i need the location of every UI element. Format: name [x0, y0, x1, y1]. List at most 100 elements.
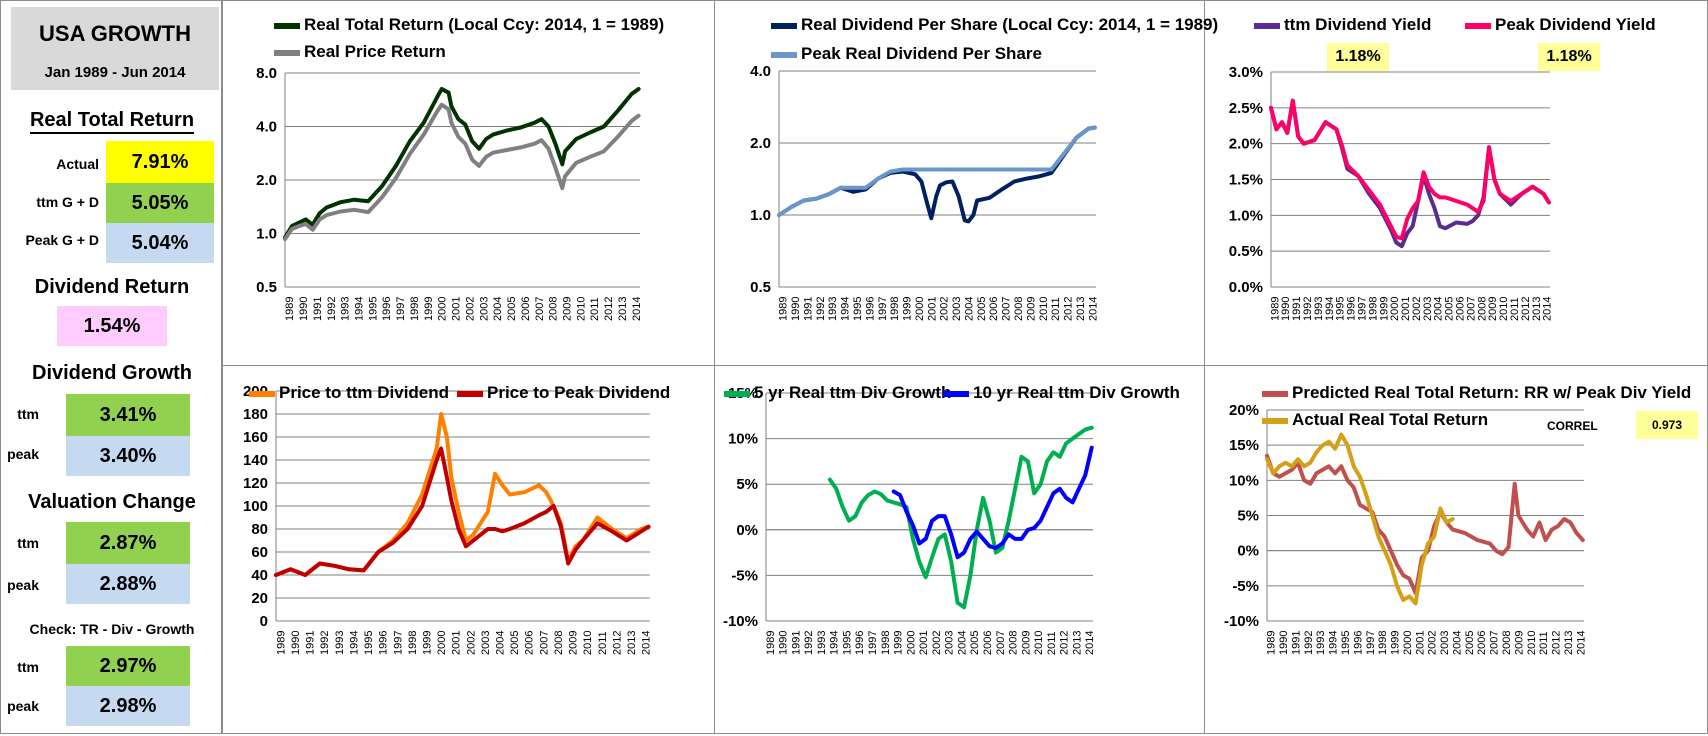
legend-label: Price to ttm Dividend [279, 383, 450, 402]
x-tick-label: 1990 [298, 297, 310, 321]
peak-gd-label: Peak G + D [25, 232, 99, 248]
x-tick-label: 2007 [1465, 297, 1477, 321]
x-tick-label: 1989 [284, 297, 296, 321]
x-tick-label: 2005 [969, 631, 981, 655]
x-tick-label: 1996 [864, 297, 876, 321]
x-tick-label: 2010 [1033, 631, 1045, 655]
x-tick-label: 1989 [765, 631, 777, 655]
summary-panel: USA GROWTH Jan 1989 - Jun 2014 Real Tota… [0, 0, 222, 734]
legend-label: Peak Dividend Yield [1495, 15, 1656, 34]
x-tick-label: 1993 [827, 297, 839, 321]
legend-swatch [274, 22, 300, 29]
x-tick-label: 1991 [1291, 297, 1303, 321]
chart-svg: -10%-5%0%5%10%15%19891990199119921993199… [723, 385, 1096, 655]
y-tick-label: 120 [243, 475, 268, 492]
y-tick-label: 40 [251, 567, 268, 584]
x-tick-label: 1997 [1356, 297, 1368, 321]
x-tick-label: 1994 [353, 297, 365, 321]
y-tick-label: 0.0% [1229, 279, 1263, 296]
series-line [1265, 453, 1585, 595]
x-tick-label: 2010 [582, 631, 594, 655]
x-tick-label: 2014 [1084, 631, 1096, 655]
x-tick-label: 2006 [982, 631, 994, 655]
actual-label: Actual [56, 156, 99, 172]
x-tick-label: 1998 [409, 297, 421, 321]
x-tick-label: 2012 [1063, 297, 1075, 321]
x-tick-label: 2011 [1046, 631, 1058, 655]
x-tick-label: 2011 [597, 631, 609, 655]
vc-peak-label: peak [7, 577, 39, 593]
chart-svg: -10% -5% 0% 5% 10% 15% 20% 1989 1990 1991 1992 1993… [1224, 402, 1587, 655]
legend-swatch [724, 390, 750, 397]
series-line [274, 412, 651, 577]
x-tick-label: 2003 [951, 297, 963, 321]
y-tick-label: 140 [243, 452, 268, 469]
legend-label: Price to Peak Dividend [487, 383, 671, 402]
y-tick-label: 10% [728, 431, 758, 448]
series-line [777, 125, 1097, 217]
ck-peak-value: 2.98% [66, 686, 190, 726]
y-tick-label: 1.0% [1229, 207, 1263, 224]
x-tick-label: 2000 [1389, 297, 1401, 321]
y-tick-label: 8.0 [256, 65, 277, 82]
x-tick-label: 1990 [1280, 297, 1292, 321]
x-tick-label: 1997 [395, 297, 407, 321]
y-tick-label: 0.5 [256, 279, 277, 296]
x-tick-label: 1991 [312, 297, 324, 321]
x-tick-label: 1995 [852, 297, 864, 321]
legend-label: Real Price Return [304, 42, 446, 61]
x-tick-label: 2005 [506, 297, 518, 321]
y-tick-label: 10% [1229, 472, 1259, 489]
legend-swatch [274, 49, 300, 56]
x-tick-label: 1993 [334, 631, 346, 655]
x-tick-label: 2012 [603, 297, 615, 321]
x-tick-label: 1997 [877, 297, 889, 321]
legend-item-peak-yield: Peak Dividend Yield [1465, 15, 1656, 35]
x-tick-label: 2000 [1402, 631, 1414, 655]
x-tick-label: 2000 [436, 631, 448, 655]
y-tick-label: -5% [731, 567, 758, 584]
x-tick-label: 2014 [1575, 631, 1587, 655]
x-tick-label: 1992 [1302, 297, 1314, 321]
x-tick-label: 2014 [1087, 297, 1099, 321]
legend-label: 5 yr Real ttm Div Growth [754, 383, 952, 402]
x-tick-label: 2006 [520, 297, 532, 321]
dividend-growth-heading: Dividend Growth [32, 362, 192, 384]
y-tick-label: 1.0 [750, 207, 771, 224]
x-tick-label: 1995 [1335, 297, 1347, 321]
x-tick-label: 2001 [451, 631, 463, 655]
x-tick-label: 2003 [480, 631, 492, 655]
x-tick-label: 1996 [854, 631, 866, 655]
title-box: USA GROWTH Jan 1989 - Jun 2014 [11, 7, 219, 90]
x-tick-label: 1999 [1390, 631, 1402, 655]
x-tick-label: 2013 [617, 297, 629, 321]
x-tick-label: 2003 [1422, 297, 1434, 321]
chart-dividend-growth: -10%-5%0%5%10%15%19891990199119921993199… [714, 365, 1205, 734]
real-total-return-heading: Real Total Return [1, 109, 223, 134]
y-tick-label: 0.5% [1229, 243, 1263, 260]
x-tick-label: 2004 [492, 297, 504, 321]
legend-item-peak-real-dps: Peak Real Dividend Per Share [771, 44, 1042, 64]
x-tick-label: 1997 [392, 631, 404, 655]
y-tick-label: 0% [1237, 543, 1259, 560]
legend-label: Predicted Real Total Return: RR w/ Peak … [1292, 383, 1692, 402]
x-tick-label: 2008 [553, 631, 565, 655]
x-tick-label: 1995 [363, 631, 375, 655]
y-tick-label: 100 [243, 498, 268, 515]
x-tick-label: 2012 [611, 631, 623, 655]
x-tick-label: 1994 [1328, 631, 1340, 655]
x-tick-label: 1998 [1377, 631, 1389, 655]
legend-item-5yr-growth: 5 yr Real ttm Div Growth [724, 383, 951, 403]
vc-ttm-value: 2.87% [66, 522, 190, 564]
x-tick-label: 2009 [1513, 631, 1525, 655]
x-tick-label: 2011 [1538, 631, 1550, 655]
y-tick-label: 4.0 [256, 119, 277, 136]
x-tick-label: 2002 [464, 297, 476, 321]
x-tick-label: 2007 [1489, 631, 1501, 655]
x-tick-label: 1995 [1340, 631, 1352, 655]
ck-ttm-value: 2.97% [66, 646, 190, 686]
x-tick-label: 1993 [340, 297, 352, 321]
legend-item-actual: Actual Real Total Return [1262, 410, 1488, 430]
y-tick-label: 1.5% [1229, 172, 1263, 189]
